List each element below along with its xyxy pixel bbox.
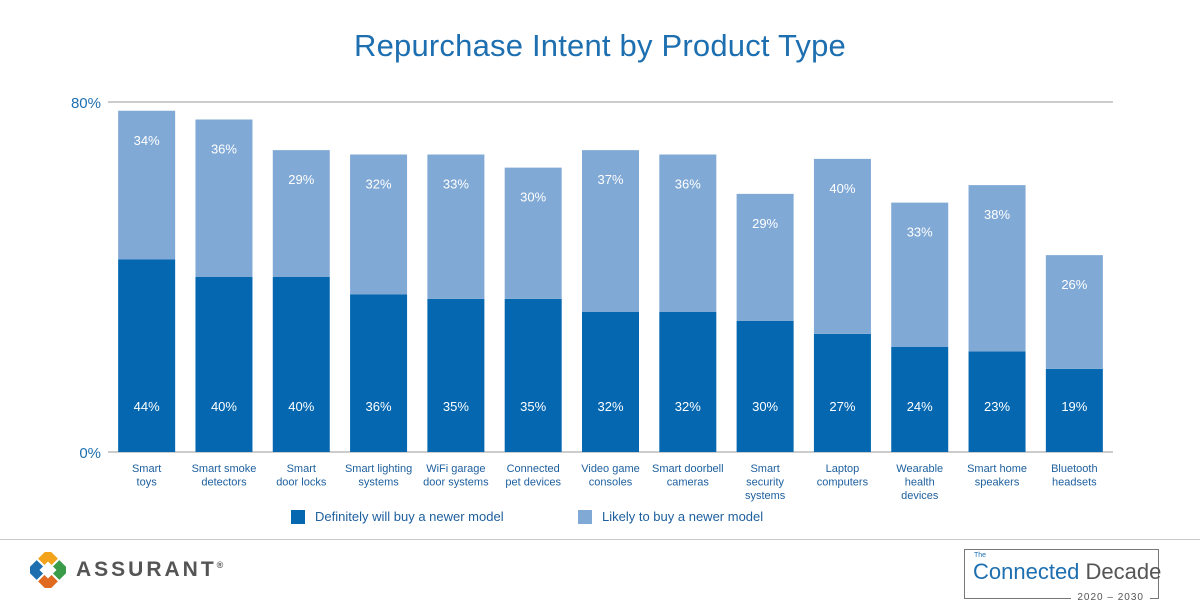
data-label-likely: 36% — [675, 177, 701, 192]
bar-definitely — [659, 312, 717, 452]
bar-definitely — [582, 312, 639, 452]
bar-definitely — [891, 347, 949, 452]
bar-likely — [118, 110, 176, 260]
bar-likely — [1045, 255, 1103, 369]
x-tick-label: Smart doorbell cameras — [652, 463, 724, 489]
legend-swatch-definitely — [291, 509, 305, 524]
assurant-brand: ASSURANT® — [30, 552, 223, 588]
legend-label-likely: Likely to buy a newer model — [602, 509, 764, 524]
x-tick-label: Smart home speakers — [967, 463, 1027, 489]
data-label-likely: 34% — [134, 133, 160, 148]
bar-definitely — [1045, 368, 1103, 452]
chart-legend: Definitely will buy a newer model Likely… — [0, 509, 1200, 529]
x-tick-label: WiFi garage door systems — [423, 463, 489, 489]
x-tick-label: Smart lighting systems — [345, 463, 412, 489]
data-label-likely: 26% — [1061, 277, 1087, 292]
x-tick-label: Video game consoles — [581, 463, 640, 489]
bar-definitely — [427, 298, 485, 452]
data-label-definitely: 44% — [134, 399, 160, 414]
data-label-likely: 38% — [984, 207, 1010, 222]
assurant-wordmark: ASSURANT® — [76, 558, 224, 581]
assurant-logo-icon — [30, 552, 66, 588]
x-tick-label: Bluetooth headsets — [1051, 463, 1097, 489]
legend-label-definitely: Definitely will buy a newer model — [315, 509, 504, 524]
data-label-definitely: 19% — [1061, 399, 1087, 414]
bar-definitely — [350, 294, 408, 452]
x-tick-label: Smart toys — [132, 463, 161, 489]
legend-item-likely: Likely to buy a newer model — [578, 509, 763, 524]
decade-the: The — [974, 552, 987, 559]
bar-definitely — [968, 351, 1026, 452]
data-label-likely: 36% — [211, 142, 237, 157]
bar-likely — [350, 154, 408, 295]
bar-likely — [504, 167, 562, 299]
x-tick-label: Connected pet devices — [505, 463, 561, 489]
y-tick-label-bottom: 0% — [79, 445, 101, 462]
bar-likely — [427, 154, 485, 299]
y-tick-label-top: 80% — [71, 95, 101, 112]
bar-likely — [272, 150, 330, 277]
bar-definitely — [195, 277, 253, 452]
bar-likely — [736, 193, 794, 321]
connected-decade-logo: The Connected Decade 2020 – 2030 — [964, 549, 1162, 603]
data-label-likely: 32% — [366, 177, 392, 192]
legend-swatch-likely — [578, 509, 592, 524]
data-label-definitely: 40% — [211, 399, 237, 414]
bar-likely — [195, 119, 253, 277]
bar-likely — [659, 154, 717, 312]
bar-definitely — [736, 320, 794, 452]
chart-title: Repurchase Intent by Product Type — [354, 28, 846, 63]
data-label-definitely: 40% — [288, 399, 314, 414]
bar-likely — [582, 150, 639, 312]
bar-definitely — [504, 298, 562, 452]
data-label-definitely: 32% — [597, 399, 623, 414]
data-label-definitely: 36% — [366, 399, 392, 414]
stacked-bar-chart: 80% 0% 44% 34% Smart toys 40% 36% Smart smoke det… — [71, 95, 1113, 502]
legend-item-definitely: Definitely will buy a newer model — [291, 509, 504, 524]
data-label-definitely: 27% — [829, 399, 855, 414]
data-label-likely: 37% — [597, 172, 623, 187]
x-tick-label: Laptop computers — [817, 463, 869, 489]
bar-definitely — [272, 277, 330, 452]
x-tick-label: Smart security systems — [745, 463, 786, 502]
bar-definitely — [813, 333, 871, 452]
data-label-likely: 30% — [520, 190, 546, 205]
bar-definitely — [118, 259, 176, 452]
x-tick-label: Smart smoke detectors — [192, 463, 257, 489]
footer-divider — [0, 539, 1200, 540]
data-label-likely: 29% — [288, 172, 314, 187]
decade-years: 2020 – 2030 — [1071, 592, 1150, 603]
bar-likely — [891, 202, 949, 347]
x-tick-label: Wearable health devices — [896, 463, 943, 502]
data-label-definitely: 35% — [443, 399, 469, 414]
decade-title: Connected Decade — [973, 559, 1162, 584]
data-label-definitely: 30% — [752, 399, 778, 414]
data-label-likely: 29% — [752, 216, 778, 231]
data-label-likely: 33% — [907, 225, 933, 240]
data-label-likely: 40% — [829, 181, 855, 196]
bar-likely — [813, 158, 871, 334]
data-label-definitely: 24% — [907, 399, 933, 414]
x-tick-label: Smart door locks — [276, 463, 327, 489]
data-label-definitely: 23% — [984, 399, 1010, 414]
data-label-definitely: 32% — [675, 399, 701, 414]
data-label-likely: 33% — [443, 177, 469, 192]
data-label-definitely: 35% — [520, 399, 546, 414]
bar-likely — [968, 185, 1026, 352]
